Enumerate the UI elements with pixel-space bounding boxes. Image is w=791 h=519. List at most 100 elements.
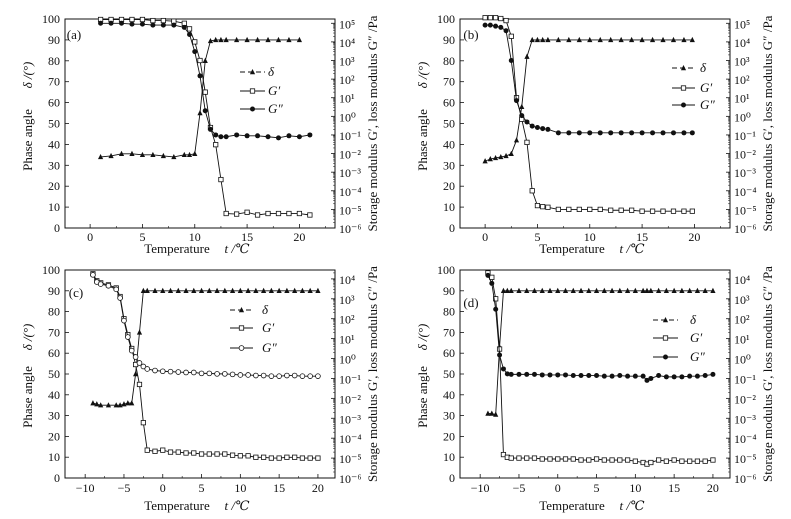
data-point [113, 402, 119, 408]
x-axis-title: Temperature [539, 241, 605, 256]
legend-label: G′ [262, 320, 274, 335]
data-point [150, 151, 156, 158]
legend-label: δ [690, 312, 697, 327]
data-point [175, 449, 181, 455]
data-point [244, 209, 250, 215]
data-point [244, 133, 250, 139]
data-point [609, 457, 615, 463]
x-tick-label: 20 [312, 481, 324, 495]
data-point [315, 455, 321, 461]
data-point [576, 206, 582, 212]
data-point [539, 287, 545, 293]
y-right-tick-label: 10⁻⁴ [339, 432, 362, 446]
y-right-tick-label: 10⁻³ [734, 166, 756, 180]
y-left-tick-label: 50 [48, 117, 60, 131]
series-line [485, 17, 693, 212]
y-left-tick-label: 0 [449, 471, 455, 485]
data-point [299, 373, 306, 379]
data-point [524, 119, 530, 125]
y-right-tick-label: 10⁴ [734, 36, 750, 50]
data-point [586, 287, 592, 293]
data-point [276, 287, 282, 293]
data-point [125, 334, 131, 340]
y-left-tick-label: 20 [48, 429, 60, 443]
data-point [587, 130, 593, 136]
data-point [268, 455, 274, 461]
data-point [175, 369, 182, 375]
data-point [276, 455, 282, 461]
data-point [261, 287, 267, 293]
data-point [144, 287, 150, 293]
series-g-prime [482, 15, 695, 214]
x-axis-symbol: t /℃ [224, 241, 249, 256]
data-point [113, 286, 120, 293]
panel-label: (a) [67, 27, 81, 42]
data-point [617, 373, 623, 379]
data-point [482, 15, 488, 21]
data-point [498, 15, 504, 22]
data-point [260, 372, 267, 379]
data-point [531, 287, 538, 293]
series-g-double-prime [90, 272, 321, 379]
data-point [167, 368, 174, 375]
data-point [268, 287, 274, 293]
y-right-tick-label: 10⁻¹ [734, 129, 756, 143]
data-point [681, 36, 687, 43]
data-point [94, 401, 100, 407]
data-point [186, 151, 193, 158]
series-line [92, 274, 318, 377]
data-point [150, 22, 156, 28]
data-point [663, 374, 669, 380]
data-point [202, 108, 208, 114]
data-point [710, 457, 716, 463]
data-point [524, 287, 530, 293]
y-right-tick-label: 10⁵ [734, 17, 750, 31]
y-right-tick-label: 10⁻² [339, 148, 361, 162]
x-tick-label: 0 [555, 481, 561, 495]
data-point [529, 188, 535, 194]
data-point [632, 373, 638, 379]
data-point [197, 73, 203, 79]
data-point [649, 36, 656, 43]
data-point [206, 451, 212, 457]
y-right-tick-label: 10⁵ [339, 17, 355, 31]
legend-entry: G′ [672, 80, 712, 95]
x-tick-label: 5 [139, 230, 145, 244]
data-point [710, 371, 716, 377]
y-right-tick-label: 10² [339, 73, 355, 87]
data-point [237, 453, 243, 459]
data-point [632, 458, 638, 464]
data-point [150, 17, 156, 24]
y-right-tick-label: 10⁰ [339, 110, 356, 124]
data-point [503, 28, 509, 34]
data-point [632, 287, 638, 293]
data-point [197, 57, 203, 64]
y-left-tick-label: 90 [48, 33, 60, 47]
data-point [489, 280, 495, 286]
x-tick-label: 5 [594, 481, 600, 495]
data-point [192, 150, 198, 157]
data-point [516, 371, 522, 377]
data-point [547, 456, 553, 462]
x-tick-label: 15 [273, 481, 285, 495]
legend-marker [249, 69, 256, 75]
y-left-tick-label: 100 [42, 263, 60, 277]
series-delta [90, 287, 321, 408]
data-point [171, 22, 177, 28]
data-point [562, 287, 569, 293]
y-left-axis-title: Phase angle [20, 366, 35, 428]
data-point [555, 36, 561, 43]
data-point [608, 207, 614, 213]
data-point [299, 455, 306, 461]
data-point [136, 360, 143, 366]
data-point [524, 139, 530, 145]
y-left-tick-label: 100 [42, 12, 60, 26]
data-point [286, 210, 292, 217]
data-point [545, 204, 551, 210]
data-point [516, 455, 522, 461]
data-point [90, 400, 96, 406]
y-right-tick-label: 10² [734, 313, 750, 327]
data-point [292, 454, 298, 460]
data-point [566, 206, 572, 212]
